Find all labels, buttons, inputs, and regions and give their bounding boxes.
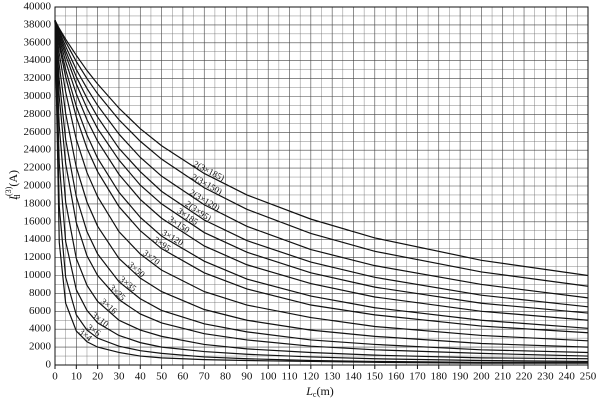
y-axis-label: I(3)d (A) xyxy=(4,170,22,201)
x-tick-label: 150 xyxy=(367,371,384,383)
x-tick-label: 120 xyxy=(303,371,320,383)
curve xyxy=(54,20,589,334)
y-tick-label: 24000 xyxy=(24,144,52,156)
x-tick-label: 170 xyxy=(409,371,426,383)
curve xyxy=(54,20,588,364)
curve xyxy=(54,20,589,360)
x-tick-label: 250 xyxy=(580,371,597,383)
curve xyxy=(54,20,589,329)
x-tick-label: 50 xyxy=(156,371,168,383)
x-tick-label: 40 xyxy=(135,371,147,383)
curve xyxy=(54,20,589,348)
x-label-sub: c xyxy=(313,390,317,399)
x-label-unit: (m) xyxy=(316,384,333,398)
curve xyxy=(54,20,589,308)
curve xyxy=(54,20,589,357)
x-tick-label: 240 xyxy=(558,371,575,383)
y-tick-label: 6000 xyxy=(29,305,52,317)
x-tick-label: 220 xyxy=(516,371,533,383)
x-tick-label: 140 xyxy=(345,371,362,383)
y-tick-label: 28000 xyxy=(24,108,52,120)
y-tick-label: 2000 xyxy=(29,341,52,353)
curve xyxy=(54,20,589,277)
curve xyxy=(54,20,589,321)
y-tick-label: 26000 xyxy=(24,126,52,138)
x-tick-label: 80 xyxy=(220,371,232,383)
x-tick-label: 160 xyxy=(388,371,405,383)
x-tick-label: 230 xyxy=(537,371,554,383)
y-tick-label: 4000 xyxy=(29,323,52,335)
y-tick-label: 18000 xyxy=(24,197,52,209)
y-label-main: I xyxy=(6,195,20,201)
curve xyxy=(54,20,589,299)
x-tick-label: 90 xyxy=(241,371,253,383)
y-label-sub: d xyxy=(13,195,22,199)
y-tick-label: 10000 xyxy=(24,269,52,281)
x-tick-label: 0 xyxy=(52,371,58,383)
x-tick-label: 180 xyxy=(431,371,448,383)
x-axis-label: Lc(m) xyxy=(305,384,334,399)
curve xyxy=(54,20,589,342)
x-tick-label: 190 xyxy=(452,371,469,383)
x-tick-label: 30 xyxy=(113,371,125,383)
curve xyxy=(54,20,588,363)
y-label-unit: (A) xyxy=(6,170,20,187)
x-label-main: L xyxy=(305,384,313,398)
x-tick-label: 20 xyxy=(92,371,104,383)
curve xyxy=(54,20,589,354)
x-tick-label: 130 xyxy=(324,371,341,383)
y-tick-label: 32000 xyxy=(24,72,52,84)
plot-frame xyxy=(54,6,589,366)
x-tick-label: 70 xyxy=(199,371,211,383)
y-tick-label: 16000 xyxy=(24,215,52,227)
curve xyxy=(54,20,589,363)
y-tick-label: 22000 xyxy=(24,162,52,174)
y-tick-label: 36000 xyxy=(24,36,52,48)
y-tick-label: 38000 xyxy=(24,18,52,30)
curve xyxy=(54,20,589,314)
x-tick-label: 10 xyxy=(71,371,83,383)
y-tick-label: 20000 xyxy=(24,180,52,192)
x-tick-label: 200 xyxy=(473,371,490,383)
y-tick-label: 12000 xyxy=(24,251,52,263)
x-tick-label: 60 xyxy=(177,371,189,383)
x-tick-label: 110 xyxy=(281,371,298,383)
x-tick-label: 210 xyxy=(494,371,511,383)
y-label-sup: (3) xyxy=(4,186,13,196)
x-tick-label: 100 xyxy=(260,371,277,383)
y-tick-label: 40000 xyxy=(24,1,52,13)
y-tick-label: 30000 xyxy=(24,90,52,102)
y-tick-label: 34000 xyxy=(24,54,52,66)
y-tick-label: 0 xyxy=(46,359,52,371)
curve xyxy=(54,20,589,287)
y-tick-label: 14000 xyxy=(24,233,52,245)
y-tick-label: 8000 xyxy=(29,287,52,299)
